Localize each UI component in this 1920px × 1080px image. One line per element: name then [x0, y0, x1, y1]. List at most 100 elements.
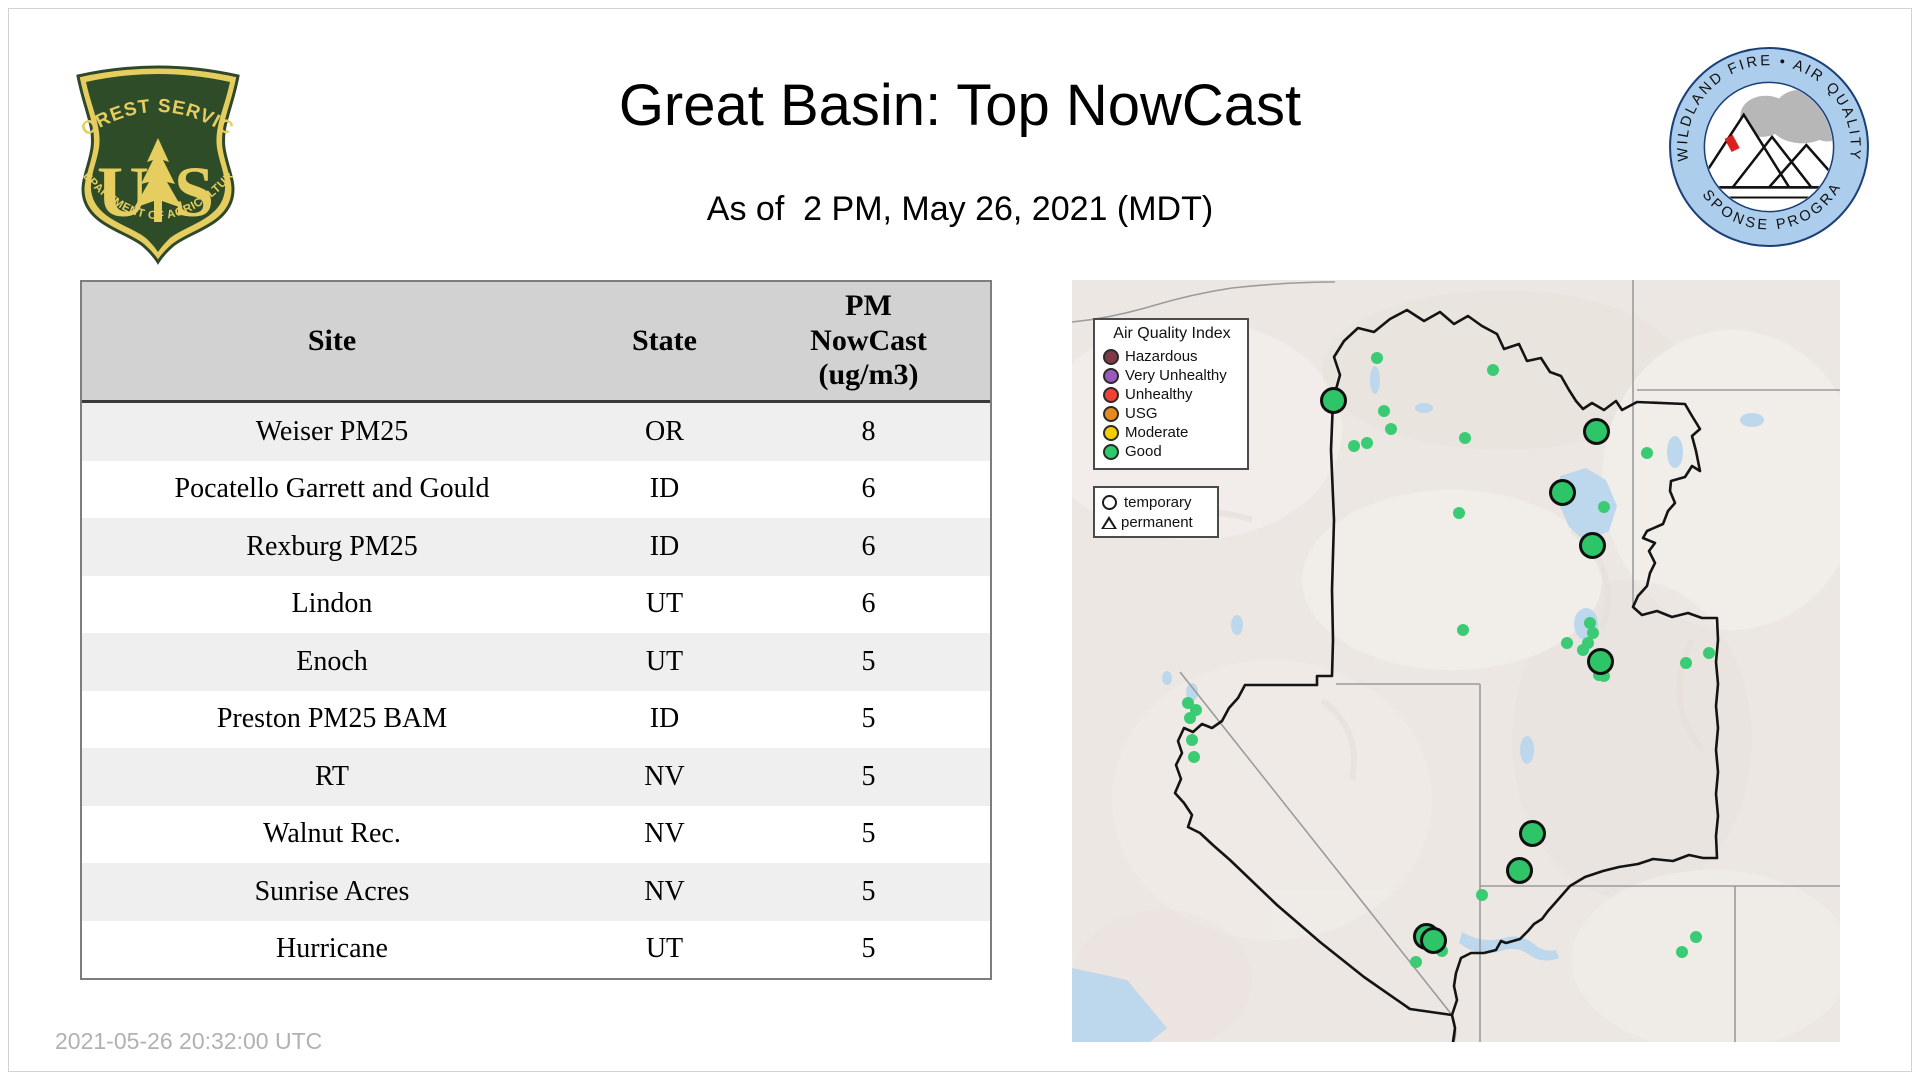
- monitor-point-small: [1188, 751, 1200, 763]
- aqi-legend-title: Air Quality Index: [1113, 325, 1231, 342]
- fire-mark-icon: [1724, 134, 1740, 153]
- monitor-point-small: [1487, 364, 1499, 376]
- monitor-point-small: [1587, 627, 1599, 639]
- monitor-point-large: [1320, 387, 1347, 414]
- monitor-point-small: [1459, 432, 1471, 444]
- table-header-row: Site State PM NowCast (ug/m3): [82, 282, 990, 403]
- aqi-legend-item: Hazardous: [1103, 347, 1241, 366]
- usfs-logo: FOREST SERVICE U S DEPARTMENT OF AGRICUL…: [59, 30, 254, 266]
- wfaqrp-logo: WILDLAND FIRE • AIR QUALITY RESPONSE PRO…: [1658, 32, 1872, 250]
- monitor-point-small: [1676, 946, 1688, 958]
- monitor-point-small: [1584, 617, 1596, 629]
- site-cell: Walnut Rec.: [263, 818, 401, 850]
- nowcast-table: Site State PM NowCast (ug/m3) Weiser PM2…: [80, 280, 992, 980]
- monitor-point-small: [1598, 501, 1610, 513]
- permanent-triangle-icon: [1101, 515, 1117, 529]
- state-cell: ID: [649, 473, 680, 505]
- monitor-point-small: [1184, 712, 1196, 724]
- temporary-circle-icon: [1102, 494, 1117, 510]
- state-cell: UT: [645, 588, 684, 620]
- state-cell: NV: [644, 818, 685, 850]
- monitor-point-small: [1476, 889, 1488, 901]
- usfs-tree-icon: [134, 138, 182, 222]
- monitor-type-legend: temporary permanent: [1093, 486, 1219, 538]
- state-cell: ID: [649, 703, 680, 735]
- great-basin-boundary: [1173, 308, 1720, 1042]
- state-cell: NV: [644, 760, 685, 792]
- monitor-point-small: [1577, 644, 1589, 656]
- monitor-point-small: [1385, 423, 1397, 435]
- aqi-color-dot-icon: [1103, 443, 1119, 460]
- pm-value-cell: 5: [861, 933, 876, 965]
- site-cell: Preston PM25 BAM: [216, 703, 448, 735]
- generated-timestamp: 2021-05-26 20:32:00 UTC: [55, 1028, 323, 1054]
- aqi-legend-items: Hazardous Very Unhealthy Unhealthy USG M…: [1103, 347, 1241, 461]
- state-cell: OR: [645, 415, 684, 447]
- monitor-dot-layer: [1072, 280, 1840, 1042]
- monitor-point-small: [1680, 657, 1692, 669]
- page-title: Great Basin: Top NowCast: [618, 73, 1302, 138]
- great-basin-map: Air Quality Index Hazardous Very Unhealt…: [1072, 280, 1840, 1042]
- pm-value-cell: 5: [861, 760, 876, 792]
- table-row: Walnut Rec. NV 5: [82, 805, 990, 863]
- aqi-item-label: Hazardous: [1125, 348, 1198, 365]
- wfaqrp-seal-icon: WILDLAND FIRE • AIR QUALITY RESPONSE PRO…: [1658, 32, 1869, 247]
- temporary-legend-row: temporary: [1101, 492, 1211, 512]
- state-borders: [1072, 280, 1840, 1042]
- monitor-point-small: [1378, 405, 1390, 417]
- aqi-color-dot-icon: [1103, 405, 1119, 422]
- monitor-point-small: [1703, 647, 1715, 659]
- aqi-legend-item: USG: [1103, 404, 1241, 423]
- pacific-ocean: [1072, 968, 1167, 1042]
- table-row: Sunrise Acres NV 5: [82, 863, 990, 921]
- aqi-legend-item: Very Unhealthy: [1103, 366, 1241, 385]
- aqi-legend-item: Unhealthy: [1103, 385, 1241, 404]
- site-cell: Lindon: [291, 588, 373, 620]
- aqi-legend-item: Moderate: [1103, 423, 1241, 442]
- page-border-frame: [8, 8, 1912, 1072]
- monitor-point-small: [1186, 734, 1198, 746]
- permanent-label: permanent: [1121, 513, 1193, 531]
- aqi-color-dot-icon: [1103, 348, 1119, 365]
- pm-value-cell: 8: [861, 415, 876, 447]
- aqi-item-label: Moderate: [1125, 424, 1189, 441]
- monitor-point-small: [1348, 440, 1360, 452]
- aqi-legend-item: Good: [1103, 442, 1241, 461]
- table-row: Preston PM25 BAM ID 5: [82, 690, 990, 748]
- table-row: Weiser PM25 OR 8: [82, 403, 990, 461]
- site-cell: Rexburg PM25: [246, 530, 418, 562]
- site-cell: Hurricane: [276, 933, 388, 965]
- table-row: Hurricane UT 5: [82, 920, 990, 978]
- aqi-item-label: USG: [1125, 405, 1158, 422]
- aqi-item-label: Unhealthy: [1125, 386, 1193, 403]
- pm-value-cell: 5: [861, 645, 876, 677]
- monitor-point-small: [1453, 507, 1465, 519]
- table-row: Enoch UT 5: [82, 633, 990, 691]
- map-base-layer: [1072, 280, 1840, 1042]
- monitor-point-large: [1506, 857, 1533, 884]
- aqi-color-dot-icon: [1103, 367, 1119, 384]
- table-header-pm: PM NowCast (ug/m3): [810, 289, 927, 392]
- pm-value-cell: 5: [861, 818, 876, 850]
- state-cell: UT: [645, 933, 684, 965]
- monitor-point-large: [1420, 927, 1447, 954]
- usfs-letter-u: U: [97, 152, 149, 232]
- monitor-point-small: [1690, 931, 1702, 943]
- pm-value-cell: 5: [861, 703, 876, 735]
- monitor-point-large: [1587, 648, 1614, 675]
- aqi-legend: Air Quality Index Hazardous Very Unhealt…: [1093, 318, 1249, 470]
- site-cell: Weiser PM25: [255, 415, 409, 447]
- site-cell: Pocatello Garrett and Gould: [174, 473, 490, 505]
- site-cell: Enoch: [296, 645, 368, 677]
- permanent-legend-row: permanent: [1101, 512, 1211, 532]
- pm-value-cell: 6: [861, 530, 876, 562]
- monitor-point-small: [1641, 447, 1653, 459]
- monitor-point-large: [1583, 418, 1610, 445]
- monitor-point-large: [1519, 820, 1546, 847]
- pm-value-cell: 6: [861, 588, 876, 620]
- aqi-color-dot-icon: [1103, 424, 1119, 441]
- aqi-item-label: Good: [1125, 443, 1162, 460]
- pm-value-cell: 6: [861, 473, 876, 505]
- monitor-point-large: [1549, 479, 1576, 506]
- page-subtitle: As of 2 PM, May 26, 2021 (MDT): [706, 190, 1214, 228]
